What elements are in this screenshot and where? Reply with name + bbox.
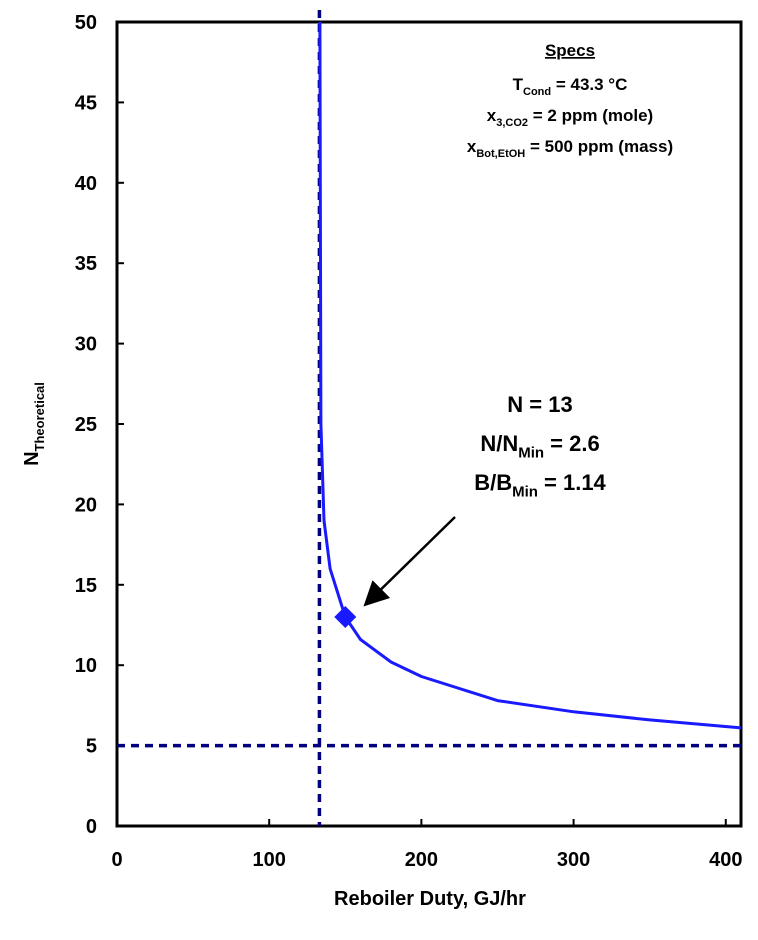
annotation-line: N/NMin = 2.6 bbox=[480, 431, 599, 462]
annotation-text: T bbox=[513, 75, 524, 94]
annotation-text: N/N bbox=[480, 431, 518, 456]
annotation-text: N = 13 bbox=[507, 392, 572, 417]
annotation-text: B/B bbox=[474, 470, 512, 495]
annotation-text: = 43.3 °C bbox=[551, 75, 627, 94]
x-tick-label: 300 bbox=[557, 849, 590, 871]
x-tick-label: 400 bbox=[709, 849, 742, 871]
y-tick-label: 0 bbox=[86, 816, 97, 838]
annotation-text: = 1.14 bbox=[538, 470, 607, 495]
annotation-text: = 2.6 bbox=[544, 431, 600, 456]
annotation-text: = 2 ppm (mole) bbox=[528, 106, 653, 125]
y-tick-label: 50 bbox=[75, 12, 97, 34]
annotation-text: x bbox=[467, 137, 477, 156]
y-tick-label: 30 bbox=[75, 334, 97, 356]
annotation-sub: Bot,EtOH bbox=[476, 148, 525, 160]
annotation-text: = 500 ppm (mass) bbox=[525, 137, 673, 156]
x-axis-label: Reboiler Duty, GJ/hr bbox=[334, 888, 526, 910]
annotation-line: N = 13 bbox=[507, 392, 572, 417]
y-axis-label: NTheoretical bbox=[21, 382, 47, 466]
y-tick-label: 10 bbox=[75, 655, 97, 677]
x-tick-label: 200 bbox=[405, 849, 438, 871]
annotation-line: x3,CO2 = 2 ppm (mole) bbox=[487, 106, 653, 129]
y-tick-label: 45 bbox=[75, 92, 97, 114]
specs-title: Specs bbox=[545, 41, 595, 60]
annotation-text: x bbox=[487, 106, 497, 125]
annotation-line: xBot,EtOH = 500 ppm (mass) bbox=[467, 137, 673, 160]
x-tick-label: 0 bbox=[111, 849, 122, 871]
annotation-sub: Cond bbox=[523, 86, 551, 98]
y-tick-label: 40 bbox=[75, 173, 97, 195]
annotation-sub: Min bbox=[512, 484, 538, 501]
annotation-line: TCond = 43.3 °C bbox=[513, 75, 628, 98]
arrow bbox=[363, 516, 456, 607]
annotation-sub: Min bbox=[518, 445, 544, 462]
y-tick-label: 20 bbox=[75, 494, 97, 516]
y-tick-label: 35 bbox=[75, 253, 97, 275]
marker-point bbox=[334, 605, 357, 628]
x-tick-label: 100 bbox=[253, 849, 286, 871]
y-tick-label: 15 bbox=[75, 575, 97, 597]
curve bbox=[318, 21, 742, 730]
annotation-line: B/BMin = 1.14 bbox=[474, 470, 606, 501]
y-tick-label: 5 bbox=[86, 736, 97, 758]
y-label-sub: Theoretical bbox=[32, 382, 47, 451]
y-label-main: N bbox=[21, 451, 43, 465]
y-tick-label: 25 bbox=[75, 414, 97, 436]
annotation-sub: 3,CO2 bbox=[496, 117, 528, 129]
